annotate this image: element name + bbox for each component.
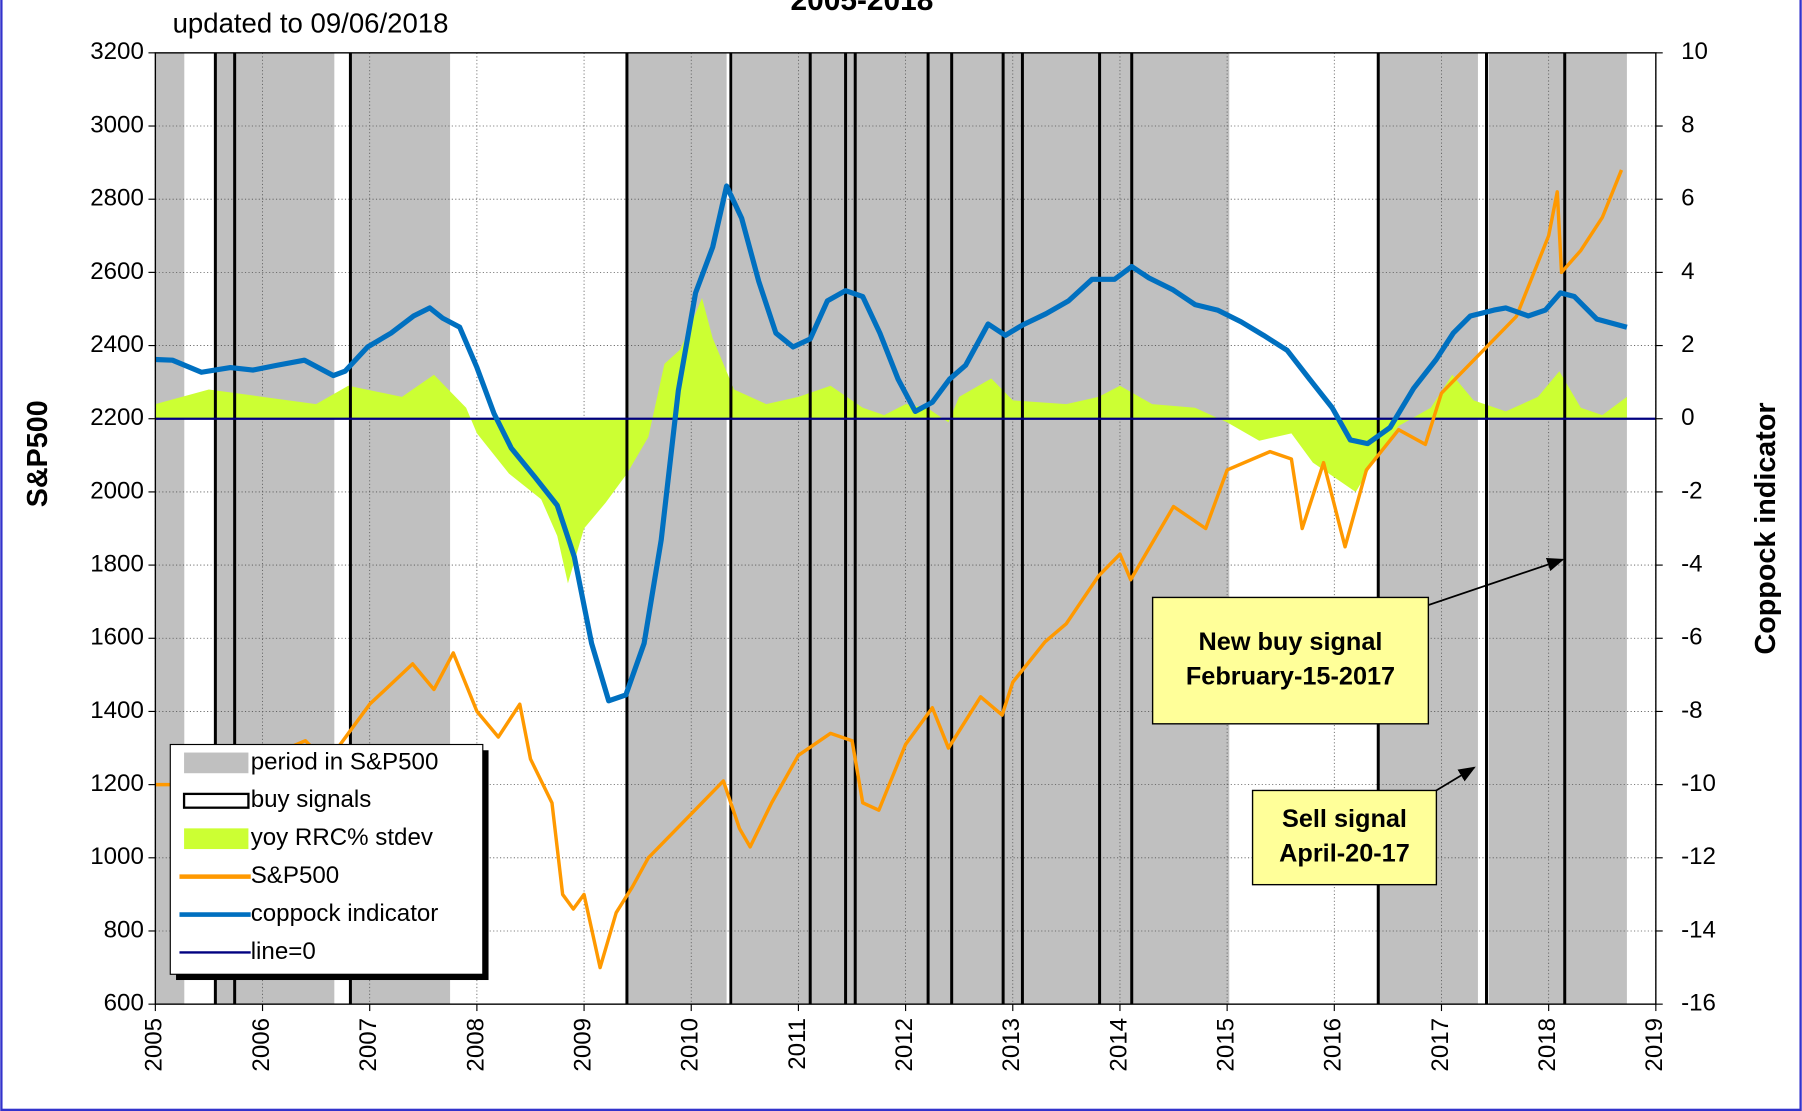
x-tick-label: 2011 xyxy=(784,1018,811,1070)
legend-label: period in S&P500 xyxy=(251,748,439,775)
x-tick-label: 2008 xyxy=(462,1018,489,1072)
legend-label: yoy RRC% stdev xyxy=(251,824,433,851)
y2-tick-label: 4 xyxy=(1681,258,1694,285)
y-tick-label: 1000 xyxy=(90,843,144,870)
y2-tick-label: 8 xyxy=(1681,111,1694,138)
y-tick-label: 1600 xyxy=(90,624,144,651)
period-span xyxy=(626,52,727,1005)
annotation-text: February-15-2017 xyxy=(1186,663,1395,691)
annotation-text: New buy signal xyxy=(1199,628,1383,656)
y-tick-label: 3000 xyxy=(90,111,144,138)
x-tick-label: 2018 xyxy=(1534,1018,1561,1072)
y-tick-label: 1400 xyxy=(90,697,144,724)
x-tick-label: 2013 xyxy=(998,1018,1025,1072)
x-tick-label: 2006 xyxy=(248,1018,275,1072)
x-tick-label: 2007 xyxy=(355,1018,382,1072)
x-tick-label: 2019 xyxy=(1641,1018,1668,1072)
y2-tick-label: -12 xyxy=(1681,843,1716,870)
y2-tick-label: -6 xyxy=(1681,624,1702,651)
x-tick-label: 2005 xyxy=(141,1018,168,1072)
annotation-box xyxy=(1251,789,1438,886)
y-tick-label: 2400 xyxy=(90,331,144,358)
y-tick-label: 2800 xyxy=(90,185,144,212)
legend-label: line=0 xyxy=(251,938,316,965)
legend-label: coppock indicator xyxy=(251,900,439,927)
line xyxy=(155,183,1628,704)
x-tick-label: 2017 xyxy=(1427,1018,1454,1072)
y2-tick-label: 10 xyxy=(1681,38,1708,65)
x-tick-label: 2012 xyxy=(891,1018,918,1072)
y-axis-title: S&P500 xyxy=(22,400,54,507)
y2-tick-label: 2 xyxy=(1681,331,1694,358)
annotation-box xyxy=(1151,596,1430,725)
legend-swatch xyxy=(182,792,250,809)
annotation-text: Sell signal xyxy=(1282,805,1407,833)
x-tick-label: 2009 xyxy=(569,1018,596,1072)
legend-label: buy signals xyxy=(251,786,372,813)
chart-subtitle: updated to 09/06/2018 xyxy=(173,8,449,39)
y-tick-label: 1800 xyxy=(90,550,144,577)
x-tick-label: 2016 xyxy=(1320,1018,1347,1072)
x-tick-label: 2014 xyxy=(1105,1018,1132,1072)
y2-tick-label: -10 xyxy=(1681,770,1716,797)
legend xyxy=(169,743,484,975)
y-tick-label: 3200 xyxy=(90,38,144,65)
y2-tick-label: -16 xyxy=(1681,990,1716,1017)
x-tick-label: 2010 xyxy=(677,1018,704,1072)
y2-axis-title: Coppock indicator xyxy=(1750,402,1782,654)
line xyxy=(155,169,1624,970)
legend-label: S&P500 xyxy=(251,862,339,889)
y-tick-label: 1200 xyxy=(90,770,144,797)
y-tick-label: 800 xyxy=(104,916,144,943)
y-tick-label: 2000 xyxy=(90,477,144,504)
y2-tick-label: -8 xyxy=(1681,697,1702,724)
y2-tick-label: 6 xyxy=(1681,185,1694,212)
legend-swatch xyxy=(184,828,249,850)
y-tick-label: 600 xyxy=(104,990,144,1017)
y2-tick-label: -14 xyxy=(1681,916,1716,943)
plot-border xyxy=(154,52,1657,1005)
y-tick-label: 2200 xyxy=(90,404,144,431)
annotation-text: April-20-17 xyxy=(1279,839,1410,867)
period-span xyxy=(733,52,1230,1005)
y2-tick-label: 0 xyxy=(1681,404,1694,431)
y-tick-label: 2600 xyxy=(90,258,144,285)
y2-tick-label: -4 xyxy=(1681,550,1702,577)
chart-title: 2005-2018 xyxy=(791,0,934,17)
legend-swatch xyxy=(184,752,249,774)
area xyxy=(155,298,1627,584)
x-tick-label: 2015 xyxy=(1213,1018,1240,1072)
y2-tick-label: -2 xyxy=(1681,477,1702,504)
